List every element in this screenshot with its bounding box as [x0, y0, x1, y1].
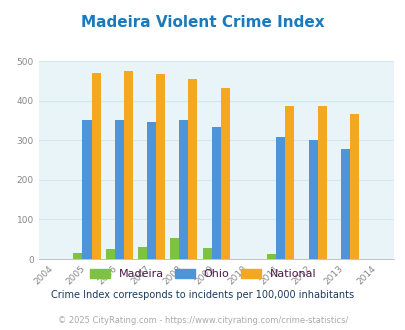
Bar [211, 127, 220, 259]
Bar [138, 247, 147, 259]
Bar [308, 140, 317, 259]
Bar [82, 120, 91, 259]
Bar [285, 106, 294, 259]
Bar [275, 137, 285, 259]
Bar [115, 120, 124, 259]
Bar [188, 79, 197, 259]
Bar [124, 71, 132, 259]
Legend: Madeira, Ohio, National: Madeira, Ohio, National [85, 265, 320, 284]
Bar [73, 253, 82, 259]
Bar [91, 73, 100, 259]
Bar [202, 248, 211, 259]
Bar [179, 120, 188, 259]
Text: Crime Index corresponds to incidents per 100,000 inhabitants: Crime Index corresponds to incidents per… [51, 290, 354, 300]
Bar [317, 106, 326, 259]
Bar [220, 88, 229, 259]
Text: © 2025 CityRating.com - https://www.cityrating.com/crime-statistics/: © 2025 CityRating.com - https://www.city… [58, 315, 347, 325]
Bar [105, 249, 115, 259]
Text: Madeira Violent Crime Index: Madeira Violent Crime Index [81, 15, 324, 30]
Bar [340, 149, 349, 259]
Bar [170, 239, 179, 259]
Bar [349, 114, 358, 259]
Bar [266, 254, 275, 259]
Bar [156, 74, 165, 259]
Bar [147, 122, 156, 259]
